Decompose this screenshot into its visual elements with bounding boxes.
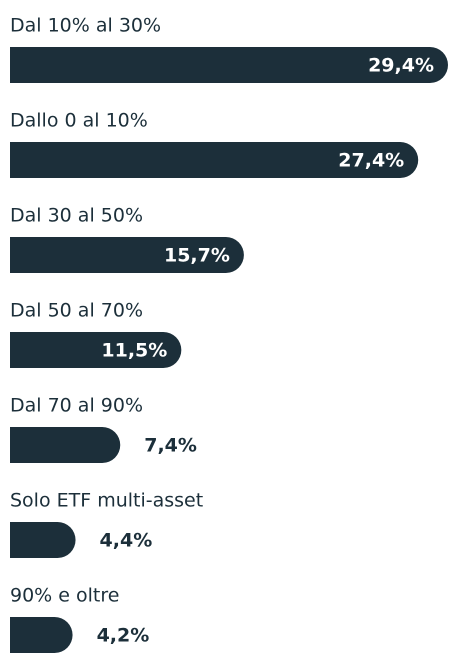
value-label: 7,4%	[144, 435, 197, 457]
bar	[10, 237, 244, 273]
bar	[10, 522, 76, 558]
bar	[10, 332, 182, 368]
category-label: Dal 50 al 70%	[10, 300, 143, 322]
category-label: 90% e oltre	[10, 585, 119, 607]
bar	[10, 47, 448, 83]
bar	[10, 142, 419, 178]
value-label: 15,7%	[164, 245, 230, 267]
bar	[10, 427, 121, 463]
value-label: 27,4%	[338, 150, 404, 172]
value-label: 29,4%	[368, 55, 434, 77]
category-label: Solo ETF multi-asset	[10, 490, 203, 512]
value-label: 4,4%	[100, 530, 153, 552]
bar	[10, 617, 73, 653]
value-label: 11,5%	[101, 340, 167, 362]
category-label: Dallo 0 al 10%	[10, 110, 148, 132]
category-label: Dal 10% al 30%	[10, 15, 161, 37]
category-label: Dal 30 al 50%	[10, 205, 143, 227]
value-label: 4,2%	[97, 625, 150, 647]
category-label: Dal 70 al 90%	[10, 395, 143, 417]
